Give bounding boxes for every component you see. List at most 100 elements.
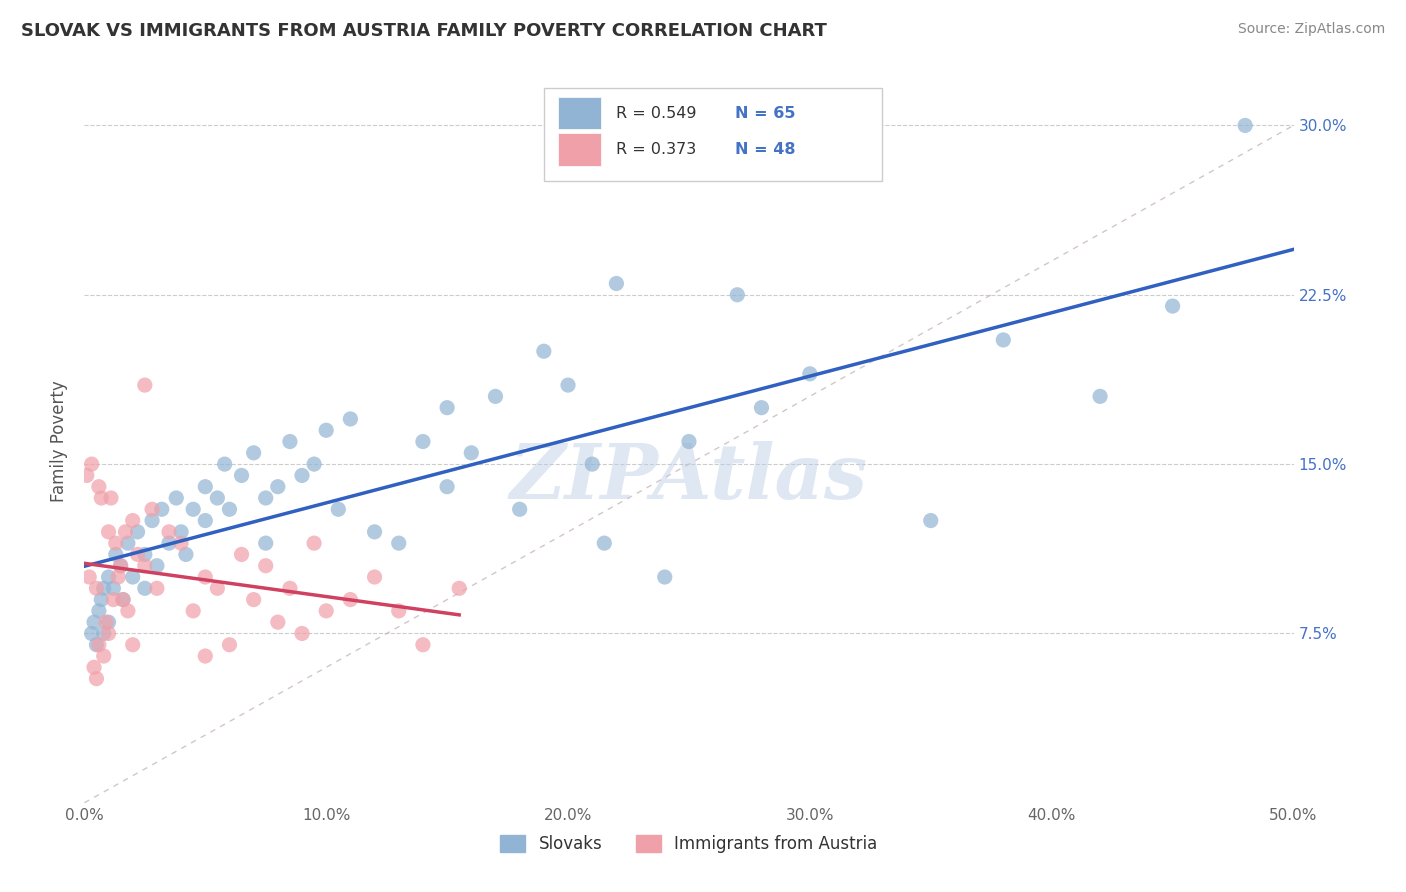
Point [449,582,471,596]
Point [302,536,325,550]
Point [76,468,98,483]
Text: Source: ZipAtlas.com: Source: ZipAtlas.com [1237,22,1385,37]
Point [127,524,149,539]
Point [93,582,115,596]
Point [278,434,301,449]
Point [150,502,173,516]
Point [581,457,603,471]
Point [194,570,217,584]
Point [242,446,264,460]
Point [436,480,458,494]
Point [170,536,193,550]
Point [388,604,411,618]
Point [141,502,163,516]
Point [165,491,187,505]
Point [86,638,108,652]
Point [315,423,337,437]
Point [920,514,942,528]
Point [97,626,120,640]
Point [141,514,163,528]
Point [593,536,616,550]
Point [278,582,301,596]
Point [110,558,132,573]
Point [557,378,579,392]
Point [678,434,700,449]
Y-axis label: Family Poverty: Family Poverty [51,381,69,502]
Point [993,333,1015,347]
Point [207,491,229,505]
Point [86,582,108,596]
Point [799,367,821,381]
Point [207,582,229,596]
Point [77,570,100,584]
Point [363,524,385,539]
Point [121,638,143,652]
Point [134,548,156,562]
Point [80,457,103,471]
Point [170,524,193,539]
Point [484,389,506,403]
Point [104,536,127,550]
Point [87,480,110,494]
Point [134,558,156,573]
Point [267,615,290,630]
Point [194,480,217,494]
Point [194,514,217,528]
Point [605,277,627,291]
Point [100,491,122,505]
Point [254,558,277,573]
Point [103,592,125,607]
Point [146,582,169,596]
Point [134,378,156,392]
Point [107,570,129,584]
Point [121,570,143,584]
Point [412,434,434,449]
Point [194,648,217,663]
Point [460,446,482,460]
Point [93,626,115,640]
Text: N = 48: N = 48 [735,142,796,157]
Point [231,548,253,562]
Point [181,502,204,516]
Point [117,536,139,550]
Point [291,468,314,483]
Point [214,457,236,471]
Point [267,480,290,494]
Point [1088,389,1111,403]
Text: R = 0.549: R = 0.549 [616,106,697,121]
Point [97,570,120,584]
Point [388,536,411,550]
FancyBboxPatch shape [544,87,883,181]
Point [291,626,314,640]
Point [146,558,169,573]
Point [110,558,132,573]
Point [315,604,337,618]
Point [103,582,125,596]
Point [509,502,531,516]
Point [94,615,117,630]
Point [104,548,127,562]
Point [339,592,361,607]
Point [93,648,115,663]
Point [654,570,676,584]
Point [97,524,120,539]
Point [90,592,112,607]
Point [242,592,264,607]
Point [533,344,555,359]
Point [127,548,149,562]
Point [86,672,108,686]
Text: R = 0.373: R = 0.373 [616,142,696,157]
Legend: Slovaks, Immigrants from Austria: Slovaks, Immigrants from Austria [494,828,884,860]
Point [134,582,156,596]
Point [87,604,110,618]
Point [339,412,361,426]
Point [112,592,135,607]
Point [87,638,110,652]
Point [97,615,120,630]
Point [1234,119,1257,133]
Point [254,491,277,505]
Point [90,491,112,505]
Point [112,592,135,607]
Point [751,401,773,415]
Text: SLOVAK VS IMMIGRANTS FROM AUSTRIA FAMILY POVERTY CORRELATION CHART: SLOVAK VS IMMIGRANTS FROM AUSTRIA FAMILY… [21,22,827,40]
